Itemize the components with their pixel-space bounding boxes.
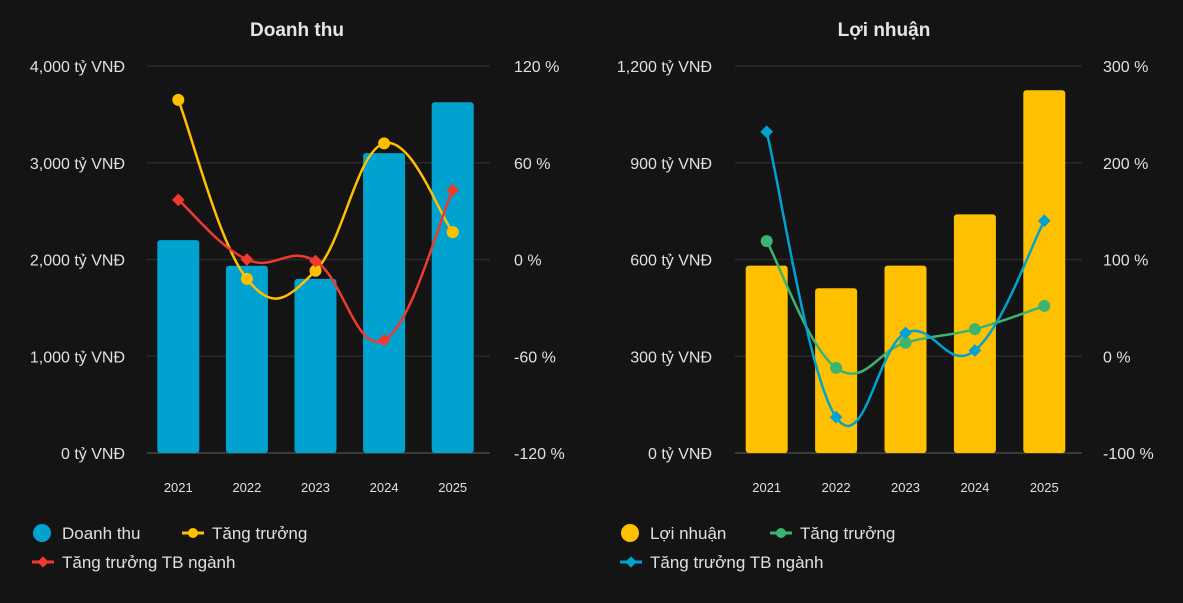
bar-2022 — [225, 265, 268, 453]
point-2024 — [377, 333, 391, 347]
legend-item[interactable]: Doanh thu — [33, 524, 140, 543]
point-2025 — [446, 183, 460, 197]
point-2021 — [760, 235, 773, 248]
point-2022 — [240, 272, 253, 285]
bar-2021 — [157, 240, 200, 453]
point-2023 — [309, 264, 322, 277]
legend-swatch — [621, 524, 639, 542]
y-right-tick-label: -120 % — [514, 446, 565, 463]
x-tick-label: 2021 — [752, 480, 781, 495]
y-left-tick-label: 600 tỷ VNĐ — [630, 253, 712, 270]
y-left-tick-label: 0 tỷ VNĐ — [61, 446, 125, 463]
point-2023 — [899, 336, 912, 349]
point-2021 — [171, 193, 185, 207]
y-right-tick-label: 200 % — [1103, 156, 1148, 173]
legend-item[interactable]: Tăng trưởng — [182, 524, 307, 543]
x-tick-label: 2024 — [960, 480, 989, 495]
y-right-tick-label: 0 % — [514, 253, 542, 270]
legend-label: Tăng trưởng — [212, 524, 307, 543]
point-2021 — [760, 125, 774, 139]
point-2025 — [446, 226, 459, 239]
y-right-tick-label: 0 % — [1103, 349, 1131, 366]
y-right-tick-label: 120 % — [514, 59, 559, 76]
legend-item[interactable]: Tăng trưởng — [770, 524, 895, 543]
y-left-tick-label: 300 tỷ VNĐ — [630, 349, 712, 366]
legend-marker — [188, 528, 198, 538]
series-line — [765, 131, 1046, 428]
y-left-tick-label: 900 tỷ VNĐ — [630, 156, 712, 173]
legend-label: Tăng trưởng — [800, 524, 895, 543]
legend-swatch — [33, 524, 51, 542]
x-tick-label: 2023 — [301, 480, 330, 495]
chart-title: Lợi nhuận — [838, 20, 931, 41]
x-tick-label: 2025 — [1030, 480, 1059, 495]
y-left-tick-label: 2,000 tỷ VNĐ — [30, 253, 125, 270]
y-right-tick-label: 300 % — [1103, 59, 1148, 76]
legend-label: Doanh thu — [62, 524, 140, 543]
y-right-tick-label: -60 % — [514, 349, 556, 366]
bar-2025 — [1023, 90, 1066, 453]
legend-label: Tăng trưởng TB ngành — [62, 553, 235, 572]
chart-panel-1: Lợi nhuận 0 tỷ VNĐ 300 tỷ VNĐ 600 tỷ VNĐ 900… — [617, 20, 1154, 572]
x-tick-label: 2022 — [232, 480, 261, 495]
bar-2021 — [745, 265, 788, 453]
legend-item[interactable]: Tăng trưởng TB ngành — [32, 553, 235, 572]
chart-panel-0: Doanh thu 0 tỷ VNĐ 1,000 tỷ VNĐ 2,000 tỷ VN… — [30, 20, 565, 572]
x-tick-label: 2025 — [438, 480, 467, 495]
series-line — [177, 189, 454, 344]
x-tick-label: 2024 — [370, 480, 399, 495]
point-2022 — [240, 253, 254, 266]
legend-marker — [776, 528, 786, 538]
point-2022 — [830, 361, 843, 374]
bar-2023 — [884, 265, 927, 453]
point-2024 — [968, 323, 981, 336]
y-left-tick-label: 1,000 tỷ VNĐ — [30, 349, 125, 366]
point-2021 — [172, 93, 185, 106]
bar-2023 — [294, 278, 337, 453]
y-right-tick-label: 60 % — [514, 156, 550, 173]
x-tick-label: 2023 — [891, 480, 920, 495]
legend-marker — [625, 556, 637, 568]
bar-2024 — [363, 153, 406, 453]
chart-title: Doanh thu — [250, 20, 344, 41]
bar-2025 — [431, 102, 474, 453]
legend-label: Tăng trưởng TB ngành — [650, 553, 823, 572]
y-left-tick-label: 3,000 tỷ VNĐ — [30, 156, 125, 173]
legend-item[interactable]: Tăng trưởng TB ngành — [620, 553, 823, 572]
y-left-tick-label: 4,000 tỷ VNĐ — [30, 59, 125, 76]
legend-item[interactable]: Lợi nhuận — [621, 524, 726, 543]
x-tick-label: 2021 — [164, 480, 193, 495]
legend-marker — [37, 556, 49, 568]
y-left-tick-label: 1,200 tỷ VNĐ — [617, 59, 712, 76]
y-left-tick-label: 0 tỷ VNĐ — [648, 446, 712, 463]
y-right-tick-label: 100 % — [1103, 253, 1148, 270]
point-2025 — [1038, 299, 1051, 312]
point-2024 — [378, 137, 391, 150]
point-2023 — [309, 254, 322, 268]
x-tick-label: 2022 — [822, 480, 851, 495]
legend-label: Lợi nhuận — [650, 524, 726, 543]
y-right-tick-label: -100 % — [1103, 446, 1154, 463]
